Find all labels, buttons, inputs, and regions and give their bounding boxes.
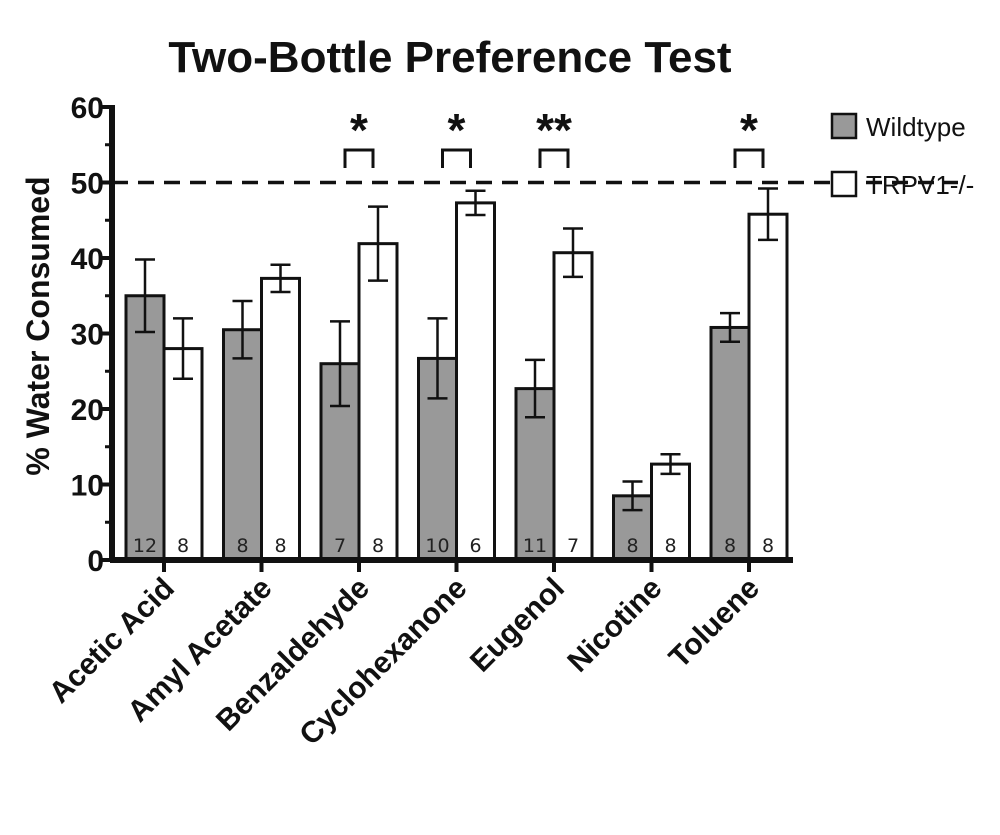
bar	[747, 212, 789, 562]
n-label: 8	[626, 535, 638, 557]
n-label: 10	[425, 535, 449, 557]
bar	[455, 201, 496, 562]
n-label: 8	[236, 535, 248, 557]
n-label: 8	[274, 535, 286, 557]
y-tick-label: 40	[71, 243, 104, 276]
y-tick-label: 10	[71, 470, 104, 503]
n-label: 8	[724, 535, 736, 557]
n-label: 8	[372, 535, 384, 557]
n-label: 8	[762, 535, 774, 557]
x-tick-label: Cyclohexanone	[293, 572, 473, 752]
significance-bracket	[343, 148, 375, 168]
legend: Wildtype TRPV1-/-	[830, 112, 974, 200]
significance-stars: *	[448, 104, 466, 156]
bar	[162, 347, 204, 562]
bar	[260, 276, 301, 562]
chart-title: Two-Bottle Preference Test	[168, 33, 731, 82]
y-tick-label: 50	[71, 168, 104, 201]
bar	[124, 294, 166, 562]
bar	[709, 325, 751, 562]
significance-stars: *	[740, 104, 758, 156]
n-label: 7	[334, 535, 346, 557]
bar	[552, 251, 594, 562]
n-label: 8	[177, 535, 189, 557]
significance-bracket	[441, 148, 472, 168]
n-label: 11	[523, 535, 547, 557]
y-axis-label: % Water Consumed	[20, 176, 56, 475]
significance-bracket	[733, 148, 765, 168]
n-label: 6	[469, 535, 481, 557]
y-tick-label: 0	[87, 545, 104, 578]
x-tick-label: Toluene	[663, 572, 766, 675]
legend-swatch-wildtype	[830, 112, 858, 140]
legend-label-trpv1: TRPV1-/-	[866, 170, 974, 200]
significance-stars: *	[350, 104, 368, 156]
y-tick-label: 30	[71, 319, 104, 352]
bar	[357, 242, 399, 562]
n-label: 7	[567, 535, 579, 557]
x-tick-label: Eugenol	[464, 572, 571, 679]
legend-swatch-trpv1	[830, 170, 858, 198]
x-tick-label: Nicotine	[561, 572, 668, 679]
significance-stars: **	[536, 104, 572, 156]
plot-area: 12 8 8 8 7 8 10 6 11 7 8 8 8 8* * ** *0102030405060Aceti…	[43, 92, 958, 752]
y-tick-label: 60	[71, 92, 104, 125]
bar	[222, 328, 263, 562]
n-label: 8	[664, 535, 676, 557]
legend-label-wildtype: Wildtype	[866, 112, 966, 142]
n-label: 12	[133, 535, 157, 557]
y-tick-label: 20	[71, 394, 104, 427]
significance-bracket	[538, 148, 570, 168]
bar	[650, 462, 691, 562]
